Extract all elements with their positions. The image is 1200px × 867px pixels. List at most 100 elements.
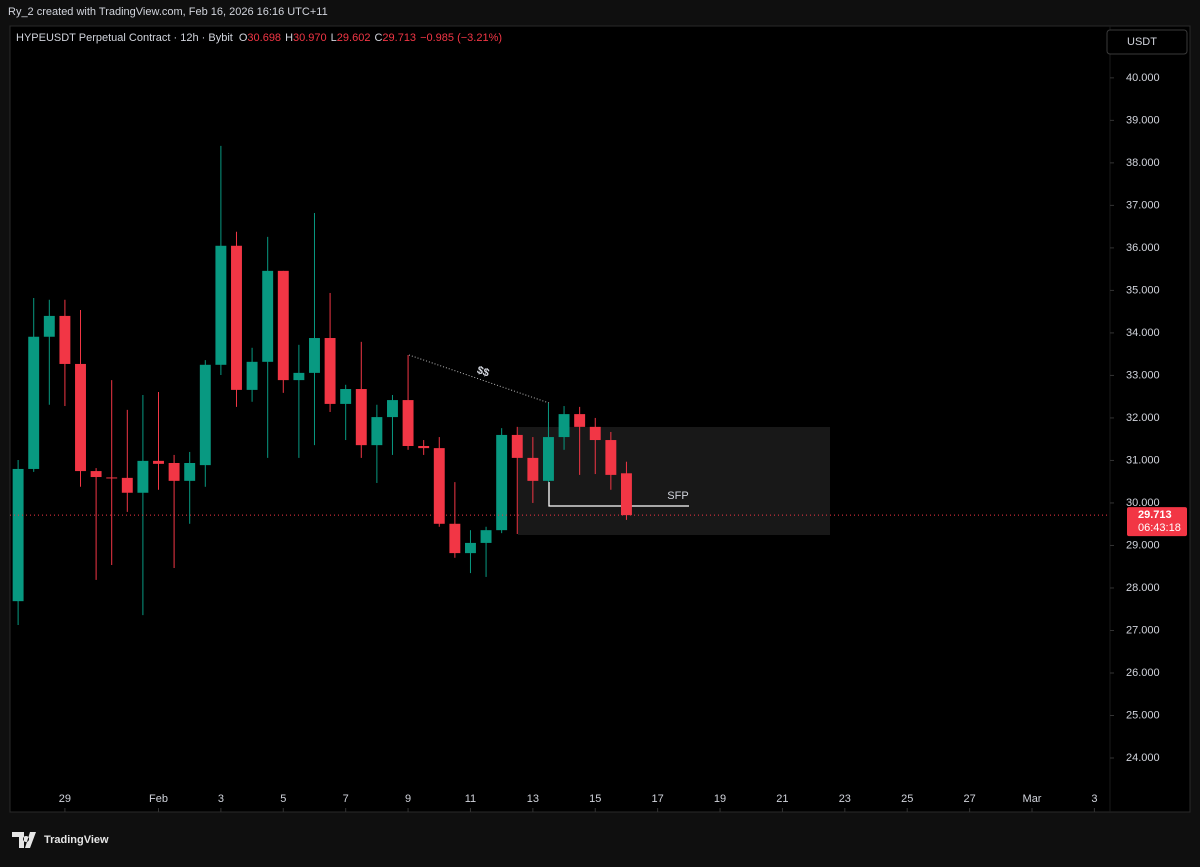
candle-body	[137, 460, 149, 493]
candle-body	[355, 389, 367, 446]
y-tick-label: 31.000	[1126, 454, 1160, 466]
y-tick-label: 33.000	[1126, 369, 1160, 381]
candle-body	[59, 315, 71, 364]
candle-body	[324, 338, 336, 404]
candle-body	[387, 400, 398, 418]
y-tick-label: 29.000	[1126, 539, 1160, 551]
candle-body	[418, 445, 430, 449]
symbol: HYPEUSDT Perpetual Contract · 12h · Bybi…	[16, 32, 233, 44]
x-tick-label: 29	[59, 793, 71, 805]
y-tick-label: 32.000	[1126, 412, 1160, 424]
annotation-text: $$	[475, 364, 490, 379]
credit: Ry_2 created with TradingView.com, Feb 1…	[8, 6, 328, 18]
candle-body	[90, 471, 102, 478]
candle-body	[153, 460, 164, 464]
annotation-text: SFP	[667, 490, 688, 502]
brand-logo	[12, 832, 36, 848]
last-price-label: 29.713	[1138, 509, 1172, 521]
candle-body	[496, 434, 508, 531]
candle-body	[231, 245, 242, 390]
candle-body	[28, 336, 40, 469]
x-tick-label: 25	[901, 793, 913, 805]
legend-change: −0.985 (−3.21%)	[420, 32, 502, 44]
x-tick-label: 3	[218, 793, 224, 805]
x-tick-label: 15	[589, 793, 601, 805]
candle-body	[215, 245, 227, 365]
candle-body	[558, 414, 570, 438]
candle-body	[433, 448, 445, 524]
candle-body	[527, 457, 539, 481]
legend-value: 29.713	[382, 32, 416, 44]
candle-body	[340, 389, 352, 404]
legend-value: 30.698	[247, 32, 281, 44]
candle-body	[43, 315, 55, 337]
candle-body	[12, 468, 24, 602]
y-tick-label: 28.000	[1126, 582, 1160, 594]
candle-body	[184, 462, 196, 481]
x-tick-label: 3	[1091, 793, 1097, 805]
x-tick-label: 7	[343, 793, 349, 805]
currency-label[interactable]: USDT	[1127, 36, 1157, 48]
candle-body	[246, 361, 258, 390]
candle-body	[277, 270, 289, 381]
x-tick-label: 5	[280, 793, 286, 805]
candle-body	[293, 372, 305, 381]
x-tick-label: 13	[527, 793, 539, 805]
legend: HYPEUSDT Perpetual Contract · 12h · Bybi…	[16, 32, 502, 44]
x-tick-label: 21	[776, 793, 788, 805]
x-tick-label: 19	[714, 793, 726, 805]
candle-body	[309, 338, 320, 373]
last-price-box	[1127, 507, 1187, 537]
candle-body	[542, 437, 554, 481]
y-tick-label: 30.000	[1126, 497, 1160, 509]
candle-body	[371, 417, 383, 446]
x-tick-label: 23	[839, 793, 851, 805]
legend-value: 29.602	[337, 32, 371, 44]
trend-line	[408, 354, 550, 404]
y-tick-label: 25.000	[1126, 709, 1160, 721]
x-tick-label: 17	[652, 793, 664, 805]
x-tick-label: 11	[465, 793, 476, 805]
y-tick-label: 38.000	[1126, 157, 1160, 169]
supply-zone	[518, 427, 830, 535]
chart-pane	[9, 25, 1191, 813]
y-tick-label: 37.000	[1126, 199, 1160, 211]
candle-body	[449, 523, 461, 554]
candles	[12, 145, 632, 625]
currency-button[interactable]	[1106, 29, 1188, 55]
candle-body	[199, 364, 211, 466]
x-tick-label: Mar	[1023, 793, 1042, 805]
candle-body	[106, 477, 118, 479]
sfp-line	[548, 482, 689, 507]
legend-key: C	[374, 32, 382, 44]
y-tick-label: 36.000	[1126, 242, 1160, 254]
candle-body	[75, 363, 86, 472]
candle-body	[605, 440, 617, 475]
y-tick-label: 27.000	[1126, 624, 1160, 636]
legend-key: H	[285, 32, 293, 44]
y-tick-label: 26.000	[1126, 667, 1160, 679]
candle-body	[262, 270, 274, 362]
y-tick-label: 40.000	[1126, 72, 1160, 84]
candle-body	[574, 414, 586, 427]
candle-body	[168, 462, 180, 481]
candle-body	[480, 530, 492, 543]
countdown: 06:43:18	[1138, 522, 1181, 534]
legend-key: O	[239, 32, 248, 44]
y-tick-label: 35.000	[1126, 284, 1160, 296]
x-tick-label: 9	[405, 793, 411, 805]
y-tick-label: 24.000	[1126, 752, 1160, 764]
x-tick-label: Feb	[149, 793, 168, 805]
candle-body	[511, 434, 523, 458]
x-tick-label: 27	[963, 793, 975, 805]
y-tick-label: 34.000	[1126, 327, 1160, 339]
candle-body	[465, 542, 476, 554]
y-tick-label: 39.000	[1126, 114, 1160, 126]
candle-body	[402, 400, 414, 446]
brand: TradingView	[44, 834, 109, 846]
candle-body	[121, 477, 133, 493]
legend-key: L	[331, 32, 337, 44]
legend-value: 30.970	[293, 32, 327, 44]
